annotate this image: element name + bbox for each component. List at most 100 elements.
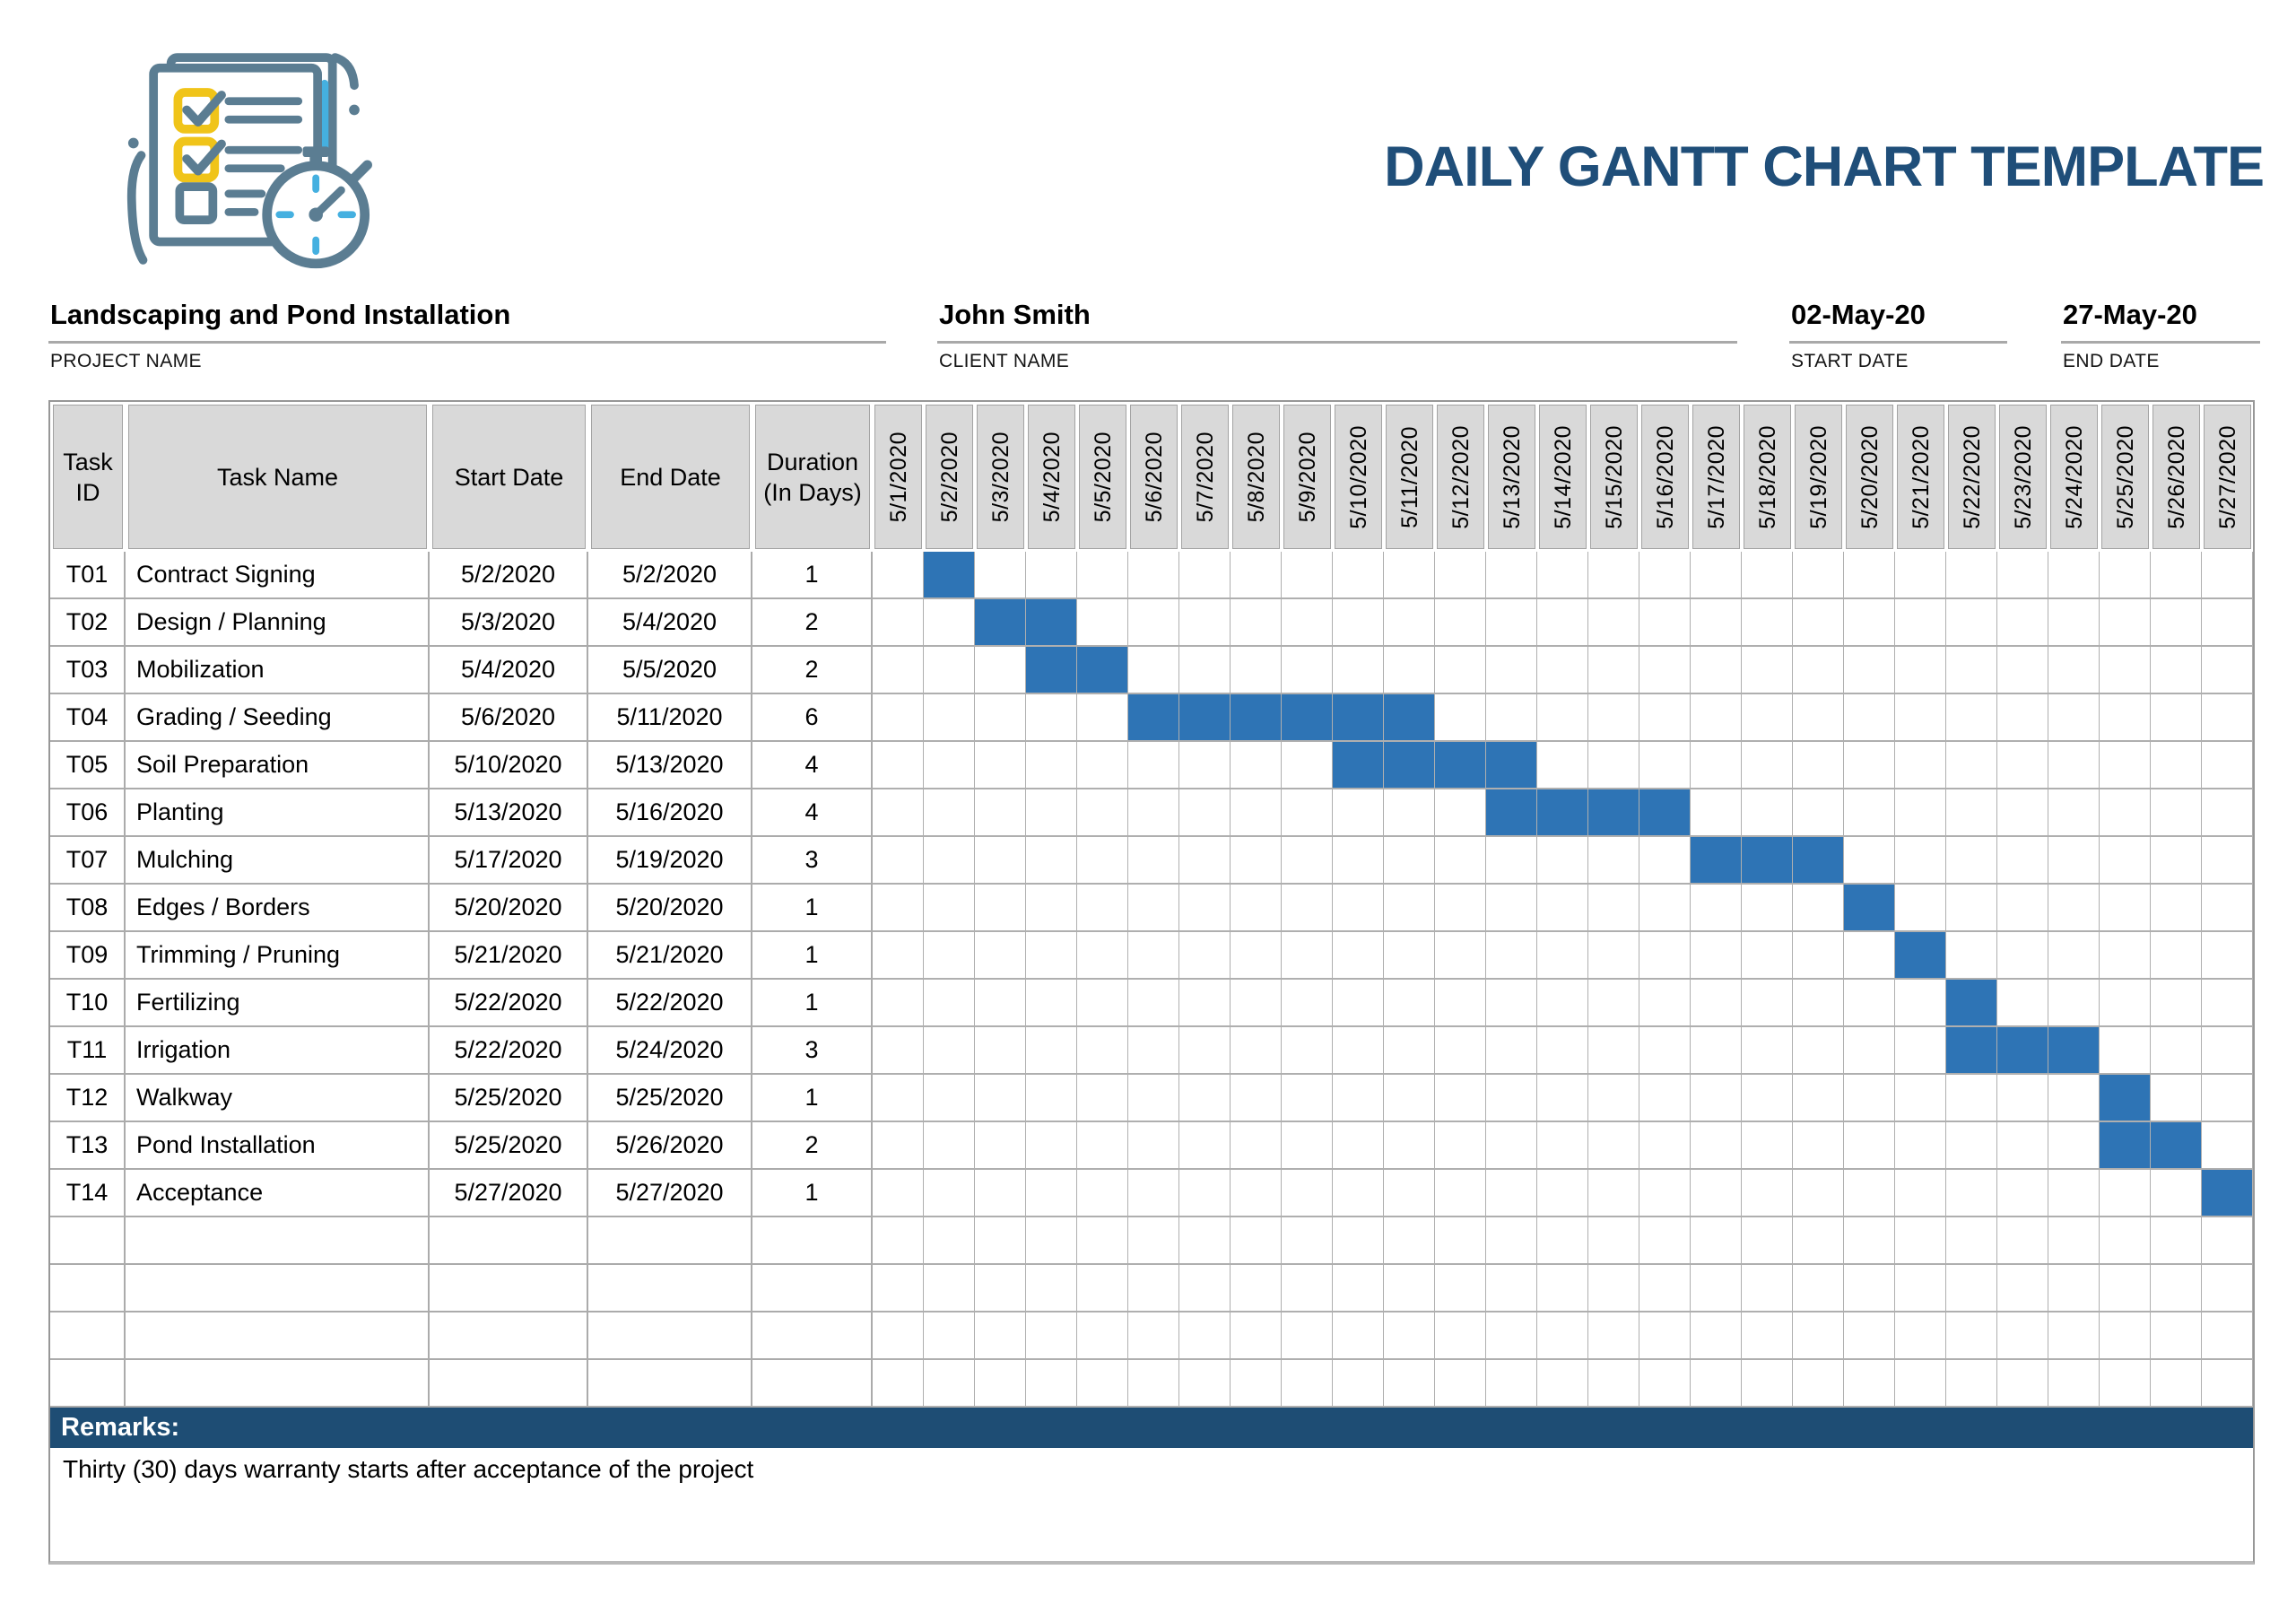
task-name-cell: Contract Signing [126,552,430,599]
gantt-grid-cell [975,837,1026,885]
gantt-grid-cell [1384,932,1435,980]
gantt-grid-cell [1486,552,1537,599]
gantt-grid-cell [1793,1075,1844,1122]
gantt-grid-cell [2100,1170,2151,1217]
task-end-date-cell: 5/16/2020 [588,789,752,837]
gantt-grid-cell [1844,647,1895,694]
gantt-grid-cell [2100,1360,2151,1408]
task-name-cell: Irrigation [126,1027,430,1075]
gantt-bar-cell [1588,789,1639,837]
gantt-grid-cell [1691,1312,1742,1360]
start-date-field: 02-May-20 START DATE [1789,298,2007,372]
task-start-date-cell: 5/22/2020 [430,1027,588,1075]
gantt-bar-cell [2151,1122,2202,1170]
gantt-grid-cell [1844,1027,1895,1075]
gantt-grid-cell [1384,1075,1435,1122]
gantt-grid-cell [1997,837,2048,885]
gantt-grid-cell [1691,1217,1742,1265]
task-name-cell: Mulching [126,837,430,885]
task-id-cell: T06 [50,789,126,837]
date-column-label: 5/25/2020 [2112,424,2138,529]
project-name-value: Landscaping and Pond Installation [48,298,886,344]
gantt-grid-cell [1231,1217,1282,1265]
gantt-grid-cell [1639,1122,1691,1170]
gantt-grid-cell [1588,885,1639,932]
gantt-grid-cell [1435,647,1486,694]
gantt-grid-cell [2202,647,2253,694]
date-column-label: 5/27/2020 [2214,424,2240,529]
gantt-table: Task ID Task Name Start Date End Date Durati… [48,400,2255,1409]
gantt-grid-cell [1026,1170,1077,1217]
gantt-grid-cell [1435,1170,1486,1217]
gantt-grid-cell [1742,1265,1793,1312]
gantt-grid-cell [1844,1122,1895,1170]
gantt-grid-cell [1128,1027,1179,1075]
column-header-date: 5/13/2020 [1488,405,1535,549]
empty-task-name-cell [126,1217,430,1265]
column-header-date: 5/6/2020 [1130,405,1178,549]
task-duration-cell: 2 [752,647,873,694]
task-name-cell: Fertilizing [126,980,430,1027]
gantt-grid-cell [2202,885,2253,932]
gantt-grid-cell [2048,932,2100,980]
gantt-grid-cell [2048,552,2100,599]
gantt-grid-cell [1895,1170,1946,1217]
gantt-grid-cell [2100,1217,2151,1265]
column-header-date: 5/17/2020 [1692,405,1740,549]
gantt-grid-cell [1179,742,1231,789]
task-duration-cell: 4 [752,742,873,789]
gantt-grid-cell [1588,1122,1639,1170]
date-column-label: 5/15/2020 [1601,424,1627,529]
task-name-cell: Walkway [126,1075,430,1122]
remarks-box: Thirty (30) days warranty starts after a… [48,1448,2255,1565]
gantt-grid-cell [1588,980,1639,1027]
gantt-grid-cell [1537,1075,1588,1122]
gantt-grid-cell [975,932,1026,980]
gantt-grid-cell [2151,1075,2202,1122]
gantt-bar-cell [1486,789,1537,837]
gantt-grid-cell [1742,1312,1793,1360]
gantt-bar-cell [2048,1027,2100,1075]
gantt-grid-cell [1231,552,1282,599]
empty-task-id-cell [50,1312,126,1360]
gantt-grid-cell [1026,552,1077,599]
gantt-bar-cell [1231,694,1282,742]
gantt-grid-cell [1742,1075,1793,1122]
gantt-grid-cell [1997,1265,2048,1312]
gantt-grid-cell [873,1217,924,1265]
column-header-date: 5/8/2020 [1232,405,1280,549]
gantt-grid-cell [1128,932,1179,980]
column-header-date: 5/24/2020 [2050,405,2098,549]
gantt-grid-cell [1435,1075,1486,1122]
gantt-grid-cell [975,789,1026,837]
column-header-date: 5/5/2020 [1079,405,1126,549]
gantt-grid-cell [1282,1265,1333,1312]
gantt-grid-cell [1486,1027,1537,1075]
task-name-cell: Pond Installation [126,1122,430,1170]
task-end-date-cell: 5/25/2020 [588,1075,752,1122]
gantt-grid-cell [2048,1312,2100,1360]
gantt-grid-cell [1077,1312,1128,1360]
gantt-grid-cell [1537,980,1588,1027]
gantt-grid-cell [1946,837,1997,885]
gantt-grid-cell [924,1075,975,1122]
gantt-grid-cell [1333,932,1384,980]
gantt-bar-cell [1997,1027,2048,1075]
gantt-grid-cell [1997,742,2048,789]
gantt-grid-cell [1793,1360,1844,1408]
gantt-grid-cell [1997,789,2048,837]
gantt-grid-cell [2048,789,2100,837]
gantt-grid-cell [1895,837,1946,885]
gantt-grid-cell [1077,837,1128,885]
gantt-grid-cell [1486,1360,1537,1408]
gantt-grid-cell [1691,789,1742,837]
gantt-grid-cell [924,1217,975,1265]
gantt-grid-cell [2151,837,2202,885]
gantt-grid-cell [1333,1170,1384,1217]
gantt-grid-cell [1997,694,2048,742]
date-column-label: 5/22/2020 [1959,424,1985,529]
gantt-grid-cell [1384,1312,1435,1360]
column-header-date: 5/22/2020 [1948,405,1996,549]
column-header-date: 5/2/2020 [926,405,973,549]
